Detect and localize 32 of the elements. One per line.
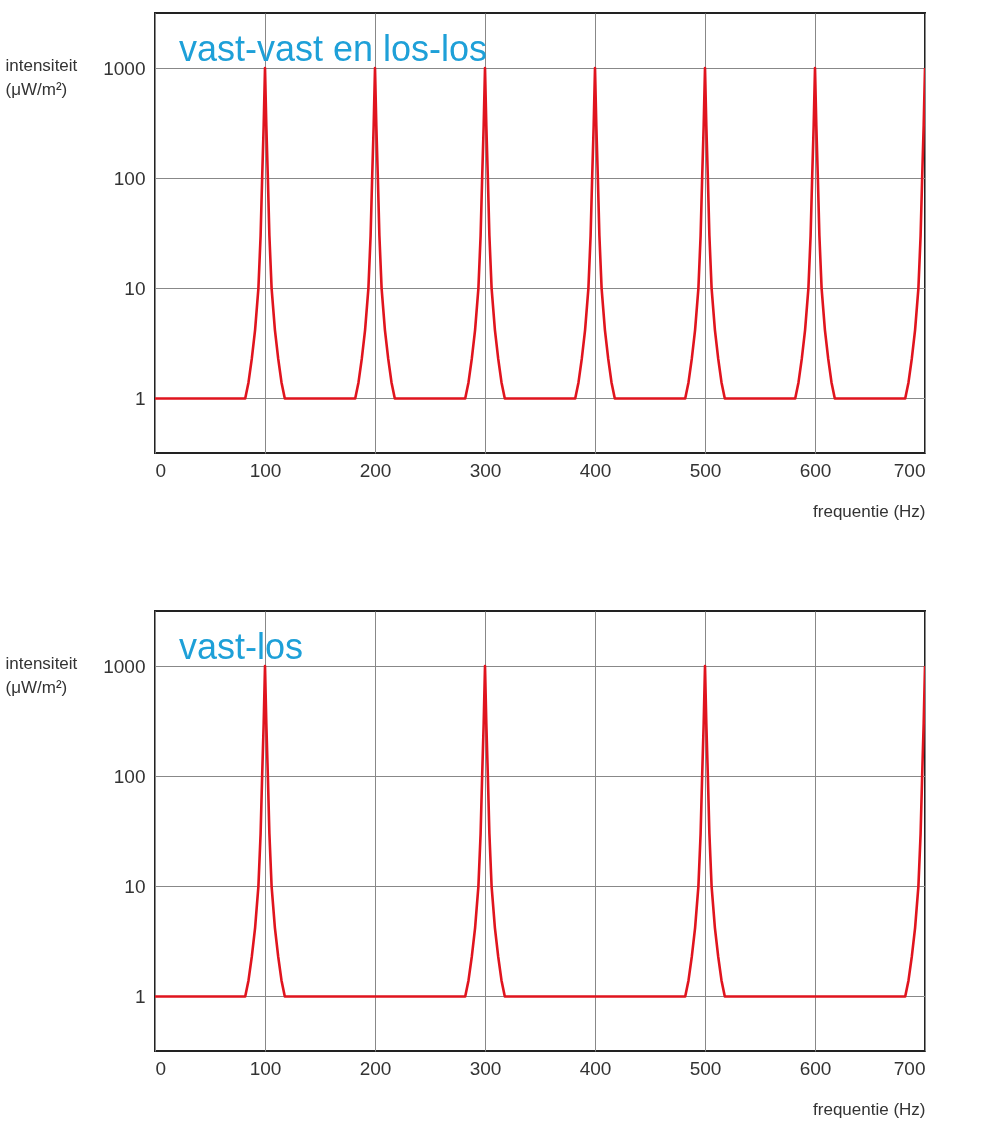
x-axis-title: frequentie (Hz): [813, 1099, 926, 1119]
y-tick-label: 100: [113, 167, 146, 189]
y-tick-label: 1000: [103, 57, 146, 79]
annotation: vast-vast en los-los: [179, 28, 488, 69]
x-tick-label: 700: [893, 459, 926, 481]
x-tick-label: 200: [359, 459, 392, 481]
x-tick-label: 0: [155, 459, 167, 481]
y-tick-label: 1: [134, 985, 146, 1007]
y-tick-label: 100: [113, 765, 146, 787]
y-tick-label: 10: [124, 277, 146, 299]
y-axis-title: intensiteit (μW/m²): [5, 55, 78, 99]
y-axis-title: intensiteit (μW/m²): [5, 653, 78, 697]
x-tick-label: 300: [469, 459, 502, 481]
x-tick-label: 500: [689, 459, 722, 481]
annotation: vast-los: [179, 626, 304, 667]
line-series: [155, 664, 925, 998]
x-tick-label: 0: [155, 1057, 167, 1079]
x-tick-label: 700: [893, 1057, 926, 1079]
x-tick-label: 600: [799, 1057, 832, 1079]
x-tick-label: 400: [579, 1057, 612, 1079]
x-tick-label: 100: [249, 459, 282, 481]
x-tick-label: 400: [579, 459, 612, 481]
y-tick-label: 10: [124, 875, 146, 897]
x-axis-title: frequentie (Hz): [813, 501, 926, 521]
x-tick-label: 600: [799, 459, 832, 481]
x-tick-label: 300: [469, 1057, 502, 1079]
y-tick-label: 1000: [103, 655, 146, 677]
line-series: [155, 66, 925, 400]
x-tick-label: 200: [359, 1057, 392, 1079]
y-tick-label: 1: [134, 387, 146, 409]
x-tick-label: 100: [249, 1057, 282, 1079]
x-tick-label: 500: [689, 1057, 722, 1079]
